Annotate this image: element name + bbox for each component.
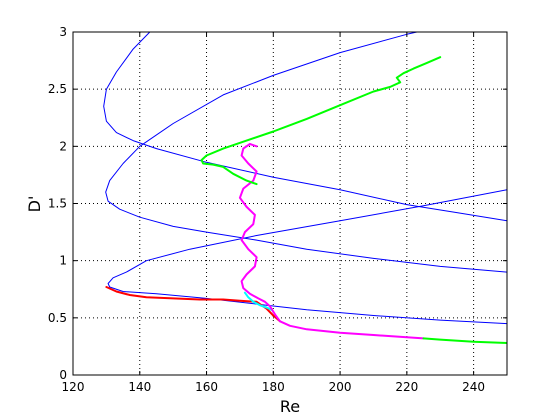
- axes-box: [72, 31, 508, 376]
- tick-labels: 120 140 160 180 200 220 240 0 0.5 1 1.5 2 2.5 3: [48, 25, 485, 394]
- x-tick-label: 220: [395, 380, 418, 394]
- y-tick-label: 3: [59, 25, 67, 39]
- x-tick-label: 120: [62, 380, 85, 394]
- x-tick-label: 140: [128, 380, 151, 394]
- y-tick-label: 2.5: [48, 82, 67, 96]
- series-line-5: [243, 291, 273, 311]
- series-line-3: [107, 189, 507, 325]
- x-tick-label: 160: [195, 380, 218, 394]
- series-line-7: [422, 337, 507, 344]
- x-axis-label: Re: [280, 397, 300, 416]
- axes-frame: [72, 31, 508, 376]
- y-tick-label: 1: [59, 254, 67, 268]
- y-tick-label: 0: [59, 368, 67, 382]
- x-tick-label: 180: [262, 380, 285, 394]
- y-tick-label: 1.5: [48, 197, 67, 211]
- series-line-8: [200, 56, 442, 186]
- series-layer: [103, 32, 507, 344]
- series-line-6: [238, 143, 425, 340]
- y-tick-label: 0.5: [48, 311, 67, 325]
- grid-lines: [73, 32, 507, 375]
- y-tick-label: 2: [59, 139, 67, 153]
- series-line-4: [105, 286, 281, 323]
- series-line-2: [105, 32, 507, 273]
- x-tick-label: 240: [462, 380, 485, 394]
- y-axis-label: D': [25, 196, 44, 213]
- series-line-1: [103, 32, 507, 222]
- x-tick-label: 200: [329, 380, 352, 394]
